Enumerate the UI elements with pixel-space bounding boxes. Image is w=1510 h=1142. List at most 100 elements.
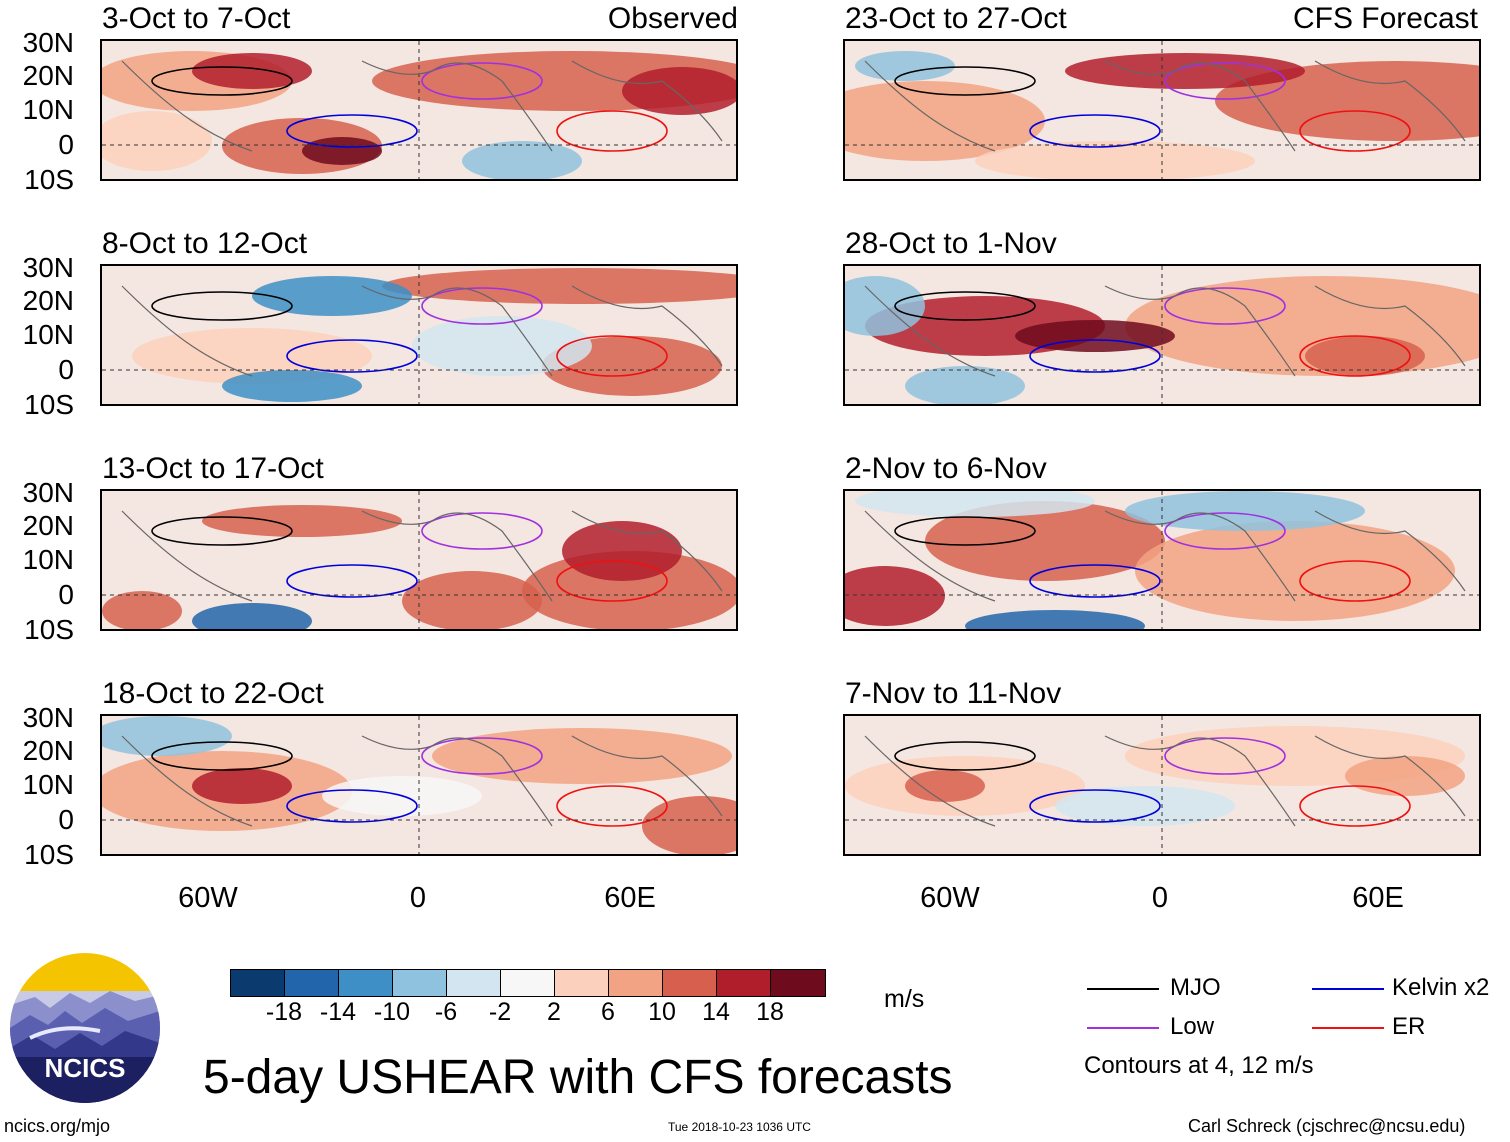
shear-anomaly-region bbox=[382, 268, 736, 304]
contour-line bbox=[556, 560, 668, 602]
legend-label-mjo: MJO bbox=[1170, 974, 1221, 1001]
legend-swatch-mjo bbox=[1087, 988, 1159, 990]
lat-label: 10S bbox=[24, 389, 74, 420]
shear-anomaly-region bbox=[905, 770, 985, 802]
contour-line bbox=[1029, 339, 1161, 373]
website-link[interactable]: ncics.org/mjo bbox=[4, 1116, 111, 1136]
lat-label: 30N bbox=[22, 477, 74, 508]
panel-title-obs-2: 8-Oct to 12-Oct bbox=[102, 227, 308, 260]
lat-label: 10S bbox=[24, 614, 74, 645]
shear-anomaly-region bbox=[402, 571, 542, 629]
colorbar-tick-label: 10 bbox=[648, 998, 676, 1026]
lat-label: 10N bbox=[22, 769, 74, 800]
map-panel-fc-4 bbox=[843, 714, 1481, 856]
forecast-label: CFS Forecast bbox=[1292, 2, 1478, 35]
colorbar-tick-label: 14 bbox=[702, 998, 730, 1026]
colorbar-tick-label: 6 bbox=[601, 998, 615, 1026]
contour-line bbox=[421, 287, 543, 325]
shear-map bbox=[845, 266, 1479, 404]
shear-anomaly-region bbox=[845, 566, 945, 626]
colorbar-tick-label: 2 bbox=[547, 998, 561, 1026]
lat-label: 20N bbox=[22, 60, 74, 91]
contour-line bbox=[1029, 564, 1161, 598]
panel-title-fc-3: 2-Nov to 6-Nov bbox=[845, 452, 1047, 485]
contour-line bbox=[556, 110, 668, 152]
lat-label: 0 bbox=[58, 354, 74, 385]
lat-label: 20N bbox=[22, 285, 74, 316]
panel-title-fc-1: 23-Oct to 27-Oct bbox=[845, 2, 1067, 35]
lat-label: 10N bbox=[22, 319, 74, 350]
shear-map bbox=[102, 41, 736, 179]
shear-anomaly-region bbox=[1055, 786, 1235, 826]
panel-title-obs-1: 3-Oct to 7-Oct bbox=[102, 2, 291, 35]
lon-label-60w: 60W bbox=[920, 882, 980, 914]
contour-line bbox=[1299, 785, 1411, 827]
credit: Carl Schreck (cjschrec@ncsu.edu) bbox=[1188, 1116, 1466, 1136]
shear-anomaly-region bbox=[412, 316, 592, 376]
colorbar-swatch bbox=[339, 970, 393, 996]
shear-anomaly-region bbox=[102, 716, 232, 756]
lat-label: 20N bbox=[22, 735, 74, 766]
colorbar-swatch bbox=[393, 970, 447, 996]
contour-line bbox=[1164, 62, 1286, 100]
lon-label-60e: 60E bbox=[604, 882, 656, 914]
shear-map bbox=[845, 716, 1479, 854]
shear-anomaly-region bbox=[855, 51, 955, 81]
coastline bbox=[121, 285, 723, 377]
contour-line bbox=[894, 516, 1036, 546]
shear-anomaly-region bbox=[202, 505, 402, 537]
lat-label: 0 bbox=[58, 129, 74, 160]
shear-anomaly-region bbox=[192, 768, 292, 804]
colorbar-swatch bbox=[555, 970, 609, 996]
contour-line bbox=[1299, 110, 1411, 152]
coastline bbox=[864, 510, 1466, 602]
legend-swatch-kelvin bbox=[1312, 988, 1384, 990]
contour-line bbox=[1164, 287, 1286, 325]
shear-anomaly-region bbox=[302, 137, 382, 165]
legend-swatch-low bbox=[1087, 1027, 1159, 1029]
shear-anomaly-region bbox=[102, 591, 182, 629]
map-panel-fc-1 bbox=[843, 39, 1481, 181]
shear-map bbox=[102, 491, 736, 629]
colorbar-swatch bbox=[447, 970, 501, 996]
panel-title-obs-4: 18-Oct to 22-Oct bbox=[102, 677, 324, 710]
shear-anomaly-region bbox=[965, 610, 1145, 629]
colorbar bbox=[230, 969, 826, 997]
panel-title-fc-2: 28-Oct to 1-Nov bbox=[845, 227, 1057, 260]
colorbar-tick-label: -14 bbox=[319, 998, 357, 1026]
contour-line bbox=[1299, 335, 1411, 377]
coastline bbox=[864, 285, 1466, 377]
contour-line bbox=[286, 339, 418, 373]
contour-line bbox=[1164, 737, 1286, 775]
contour-line bbox=[151, 741, 293, 771]
shear-anomaly-region bbox=[855, 491, 1095, 517]
lat-label: 0 bbox=[58, 579, 74, 610]
legend-label-er: ER bbox=[1392, 1013, 1426, 1040]
lat-label: 10S bbox=[24, 839, 74, 870]
shear-anomaly-region bbox=[522, 551, 736, 629]
lat-label: 10S bbox=[24, 164, 74, 195]
contour-line bbox=[894, 741, 1036, 771]
contour-line bbox=[1164, 512, 1286, 550]
lat-label: 0 bbox=[58, 804, 74, 835]
panel-title-obs-3: 13-Oct to 17-Oct bbox=[102, 452, 324, 485]
contour-line bbox=[421, 737, 543, 775]
shear-anomaly-region bbox=[1125, 491, 1365, 531]
shear-map bbox=[102, 716, 736, 854]
panel-title-fc-4: 7-Nov to 11-Nov bbox=[845, 677, 1062, 710]
shear-anomaly-region bbox=[1135, 521, 1455, 621]
coastline bbox=[864, 60, 1466, 152]
lon-label-0: 0 bbox=[1151, 882, 1169, 914]
colorbar-swatch bbox=[717, 970, 771, 996]
figure-title: 5-day USHEAR with CFS forecasts bbox=[203, 1051, 953, 1104]
map-panel-obs-3 bbox=[100, 489, 738, 631]
contour-line bbox=[421, 512, 543, 550]
shear-anomaly-region bbox=[1065, 53, 1305, 89]
colorbar-tick-label: -6 bbox=[434, 998, 458, 1026]
logo-text: NCICS bbox=[45, 1053, 126, 1083]
shear-anomaly-region bbox=[102, 111, 212, 171]
colorbar-tick-label: 18 bbox=[756, 998, 784, 1026]
contour-line bbox=[1029, 114, 1161, 148]
colorbar-swatch bbox=[771, 970, 825, 996]
coastline bbox=[121, 735, 723, 827]
